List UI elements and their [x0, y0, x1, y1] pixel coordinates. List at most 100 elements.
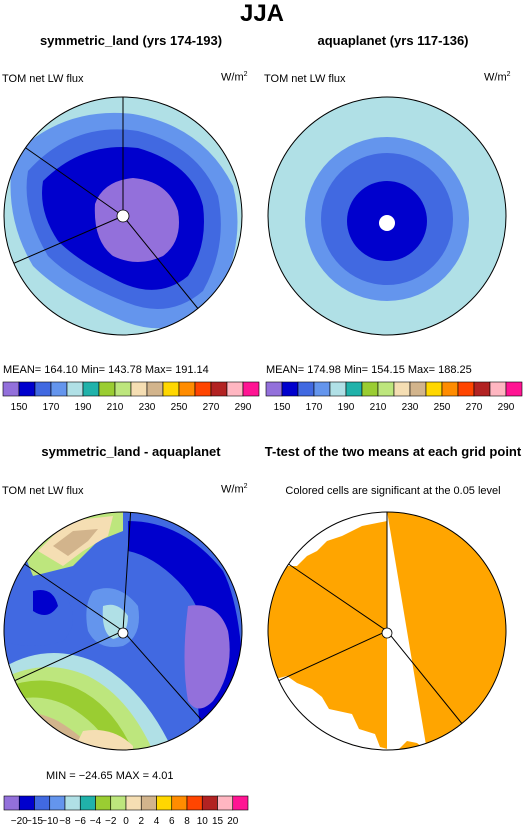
colorbar-tick-label: 150: [10, 402, 28, 413]
colorbar-swatch: [265, 381, 283, 397]
panel-3-region-se-purple: [184, 605, 230, 709]
colorbar-swatch: [66, 381, 84, 397]
colorbar-swatch: [146, 381, 164, 397]
colorbar-swatch: [217, 795, 234, 811]
colorbar-swatch: [140, 795, 157, 811]
colorbar-swatch: [441, 381, 459, 397]
colorbar-swatch: [242, 381, 260, 397]
colorbar-swatch: [473, 381, 491, 397]
panel-2-units: W/m2: [484, 71, 511, 84]
panel-1-map: [3, 96, 243, 336]
colorbar-swatch: [125, 795, 142, 811]
colorbar-swatch: [114, 381, 132, 397]
colorbar-swatch: [178, 381, 196, 397]
colorbar-tick-label: 4: [153, 816, 160, 827]
colorbar-tick-label: 170: [42, 402, 60, 413]
panel-3-variable: TOM net LW flux: [2, 485, 84, 497]
colorbar-tick-label: −2: [105, 816, 117, 827]
panel-3-units: W/m2: [221, 483, 248, 496]
colorbar-swatch: [377, 381, 395, 397]
colorbar-tick-label: 250: [433, 402, 451, 413]
colorbar-swatch: [393, 381, 411, 397]
panel-2-map: [267, 96, 507, 336]
colorbar-swatch: [232, 795, 249, 811]
colorbar-swatch: [64, 795, 81, 811]
colorbar-tick-label: 2: [138, 816, 145, 827]
colorbar-tick-label: 290: [234, 402, 252, 413]
panel-1-stats: MEAN= 164.10 Min= 143.78 Max= 191.14: [3, 364, 209, 376]
colorbar-tick-label: −4: [89, 816, 102, 827]
colorbar-tick-label: 290: [497, 402, 515, 413]
colorbar-tick-label: −8: [59, 816, 71, 827]
panel-3-stats: MIN = −24.65 MAX = 4.01: [46, 770, 174, 782]
colorbar-tick-label: 210: [106, 402, 124, 413]
colorbar-tick-label: 20: [227, 816, 239, 827]
colorbar-tick-label: 15: [211, 816, 224, 827]
colorbar-swatch: [281, 381, 299, 397]
panel-1-region-c160: [94, 178, 179, 262]
colorbar-swatch: [98, 381, 116, 397]
colorbar-swatch: [79, 795, 96, 811]
colorbar-tick-label: 230: [138, 402, 156, 413]
colorbar-swatch: [489, 381, 507, 397]
colorbar-swatch: [18, 381, 36, 397]
colorbar-swatch: [329, 381, 347, 397]
colorbar-swatch: [361, 381, 379, 397]
panel-4-title: T-test of the two means at each grid poi…: [264, 444, 522, 459]
colorbar-tick-label: −6: [74, 816, 86, 827]
colorbar-swatch: [186, 795, 203, 811]
colorbar-tick-label: 10: [196, 816, 208, 827]
colorbar-swatch: [409, 381, 427, 397]
colorbar-swatch: [130, 381, 148, 397]
colorbar-swatch: [2, 381, 20, 397]
panel-1-variable: TOM net LW flux: [2, 73, 84, 85]
colorbar-tick-label: 190: [74, 402, 92, 413]
colorbar-tick-label: −10: [41, 816, 59, 827]
colorbar-tick-label: 270: [465, 402, 483, 413]
colorbar-swatch: [313, 381, 331, 397]
colorbar-tick-label: 8: [184, 816, 190, 827]
panel-2-title: aquaplanet (yrs 117-136): [317, 33, 469, 48]
page-title: JJA: [239, 0, 285, 27]
colorbar-tick-label: 270: [202, 402, 220, 413]
colorbar-swatch: [110, 795, 127, 811]
colorbar-swatch: [194, 381, 212, 397]
panel-1-title: symmetric_land (yrs 174-193): [39, 33, 223, 48]
colorbar-swatch: [297, 381, 315, 397]
colorbar-swatch: [18, 795, 35, 811]
colorbar-tick-label: 230: [401, 402, 419, 413]
colorbar-swatch: [201, 795, 218, 811]
colorbar-tick-label: −15: [26, 816, 43, 827]
colorbar-swatch: [345, 381, 363, 397]
colorbar-swatch: [226, 381, 244, 397]
colorbar-swatch: [162, 381, 180, 397]
panel-3-map: [3, 511, 243, 751]
colorbar-swatch: [171, 795, 188, 811]
colorbar-swatch: [34, 381, 52, 397]
colorbar-swatch: [49, 795, 66, 811]
colorbar-swatch: [156, 795, 173, 811]
panel-2-variable: TOM net LW flux: [264, 73, 346, 85]
colorbar-swatch: [3, 795, 20, 811]
panel-1-units: W/m2: [221, 71, 248, 84]
colorbar-tick-label: 190: [337, 402, 355, 413]
panel-3-colorbar: [3, 795, 249, 811]
panel-2-stats: MEAN= 174.98 Min= 154.15 Max= 188.25: [266, 364, 472, 376]
colorbar-tick-label: 250: [170, 402, 188, 413]
colorbar-swatch: [505, 381, 523, 397]
colorbar-swatch: [457, 381, 475, 397]
colorbar-tick-label: 210: [369, 402, 387, 413]
colorbar-swatch: [82, 381, 100, 397]
colorbar-tick-label: 150: [273, 402, 291, 413]
colorbar-tick-label: 170: [305, 402, 323, 413]
colorbar-swatch: [425, 381, 443, 397]
colorbar-swatch: [50, 381, 68, 397]
colorbar-swatch: [210, 381, 228, 397]
colorbar-swatch: [34, 795, 51, 811]
panel-1-colorbar: [2, 381, 260, 397]
colorbar-tick-label: −20: [10, 816, 28, 827]
colorbar-tick-label: 0: [123, 816, 129, 827]
panel-4-map: [267, 511, 507, 751]
colorbar-tick-label: 6: [168, 816, 175, 827]
panel-2-colorbar: [265, 381, 523, 397]
